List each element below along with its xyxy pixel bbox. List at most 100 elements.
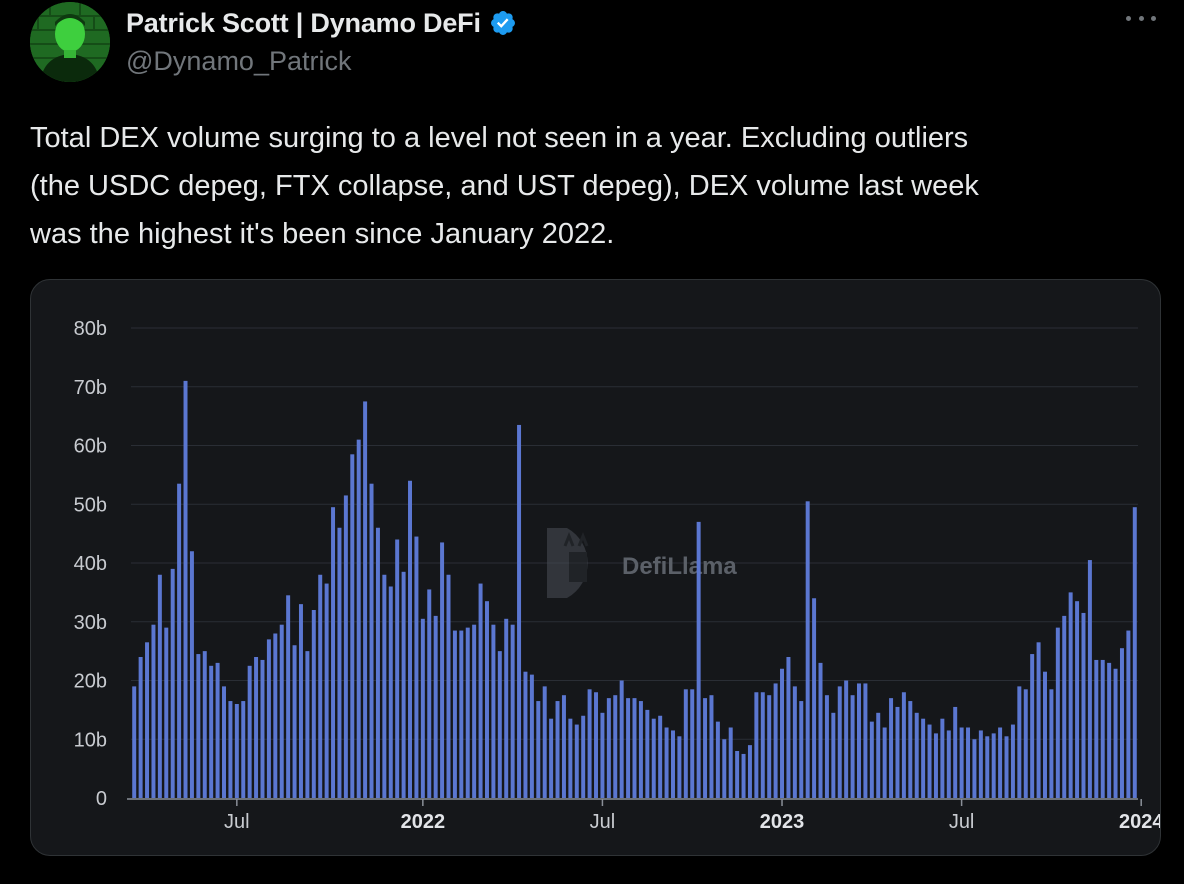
bar [683,689,688,798]
bar [215,662,220,799]
bar [966,727,971,798]
x-tick-label: 2023 [760,811,805,833]
bar [1100,659,1105,798]
bar [286,595,291,798]
bar [151,624,156,798]
bar [985,736,990,798]
bar [632,698,637,799]
bar [978,730,983,798]
bar [138,657,143,798]
bar [780,668,785,798]
x-tick-label: Jul [949,811,975,833]
bar [324,583,329,798]
tweet-text-line: Total DEX volume surging to a level not … [30,122,969,154]
bar [869,721,874,799]
bar [914,712,919,798]
bar [933,733,938,799]
bar [606,698,611,799]
bar [921,718,926,798]
bar [414,536,419,798]
chart-card[interactable]: DefiLlama 80b 70b 60b 50b 40b 30b 20b 10b 0 Jul 2… [30,279,1161,856]
y-tick-label: 60b [74,436,107,458]
bar [1068,592,1073,799]
bar [382,574,387,798]
bar [196,654,201,798]
bar [638,701,643,798]
bar [132,686,137,799]
y-tick-label: 50b [74,494,107,516]
more-options-button[interactable] [1126,8,1156,28]
watermark-text: DefiLlama [622,553,737,580]
bar [363,401,368,798]
bar [170,568,175,799]
defillama-watermark: DefiLlama [547,528,737,598]
verified-badge-icon [490,11,515,35]
bar [549,718,554,798]
bar [1132,507,1137,798]
bar [946,730,951,798]
bar [677,736,682,798]
bar [1004,736,1009,798]
bar [433,615,438,799]
bar [350,454,355,798]
bar [292,645,297,798]
bar [709,695,714,798]
ellipsis-icon [1151,15,1156,21]
bar [889,698,894,799]
y-tick-label: 80b [74,318,107,340]
bar [735,751,740,798]
bar [183,380,188,799]
author-name-row[interactable]: Patrick Scott | Dynamo DeFi [126,6,517,40]
bar [773,683,778,798]
bar [812,598,817,798]
bar [940,718,945,798]
bar [254,657,259,798]
bar [497,651,502,799]
author-handle[interactable]: @Dynamo_Patrick [126,46,352,76]
bar [671,730,675,798]
bar [536,701,541,798]
ellipsis-icon [1126,15,1131,21]
bar [472,624,477,798]
bar [972,739,977,798]
bar [1119,648,1124,798]
bar [1087,560,1092,798]
bar [260,659,265,798]
bar [619,680,624,798]
bar [863,683,868,798]
bar [234,704,239,798]
bar [837,686,842,799]
bar [311,610,316,798]
author-name[interactable]: Patrick Scott | Dynamo DeFi [126,7,481,38]
bar [1081,612,1086,798]
bar [767,695,772,798]
bar [1010,724,1015,798]
bar [504,618,509,798]
bar [318,574,323,798]
bar [1062,615,1067,799]
bar [222,686,226,799]
bar [651,718,656,798]
bar [189,551,194,798]
tweet-text-line: (the USDC depeg, FTX collapse, and UST d… [30,170,979,202]
bar [331,507,336,798]
bar [831,712,836,798]
bar [375,527,380,798]
y-tick-label: 10b [74,729,107,751]
bar [722,739,727,798]
bar [241,701,246,798]
bar [202,651,207,799]
bar [568,718,573,798]
bar [613,695,618,798]
bar [427,589,432,798]
bar [690,689,695,798]
bar [1107,662,1112,799]
bar [1094,659,1099,798]
bar [747,745,752,799]
bar [356,439,361,799]
bar [882,727,887,798]
bar [343,495,348,798]
avatar[interactable] [30,2,110,82]
bar [1043,671,1047,798]
bar [1023,689,1028,798]
